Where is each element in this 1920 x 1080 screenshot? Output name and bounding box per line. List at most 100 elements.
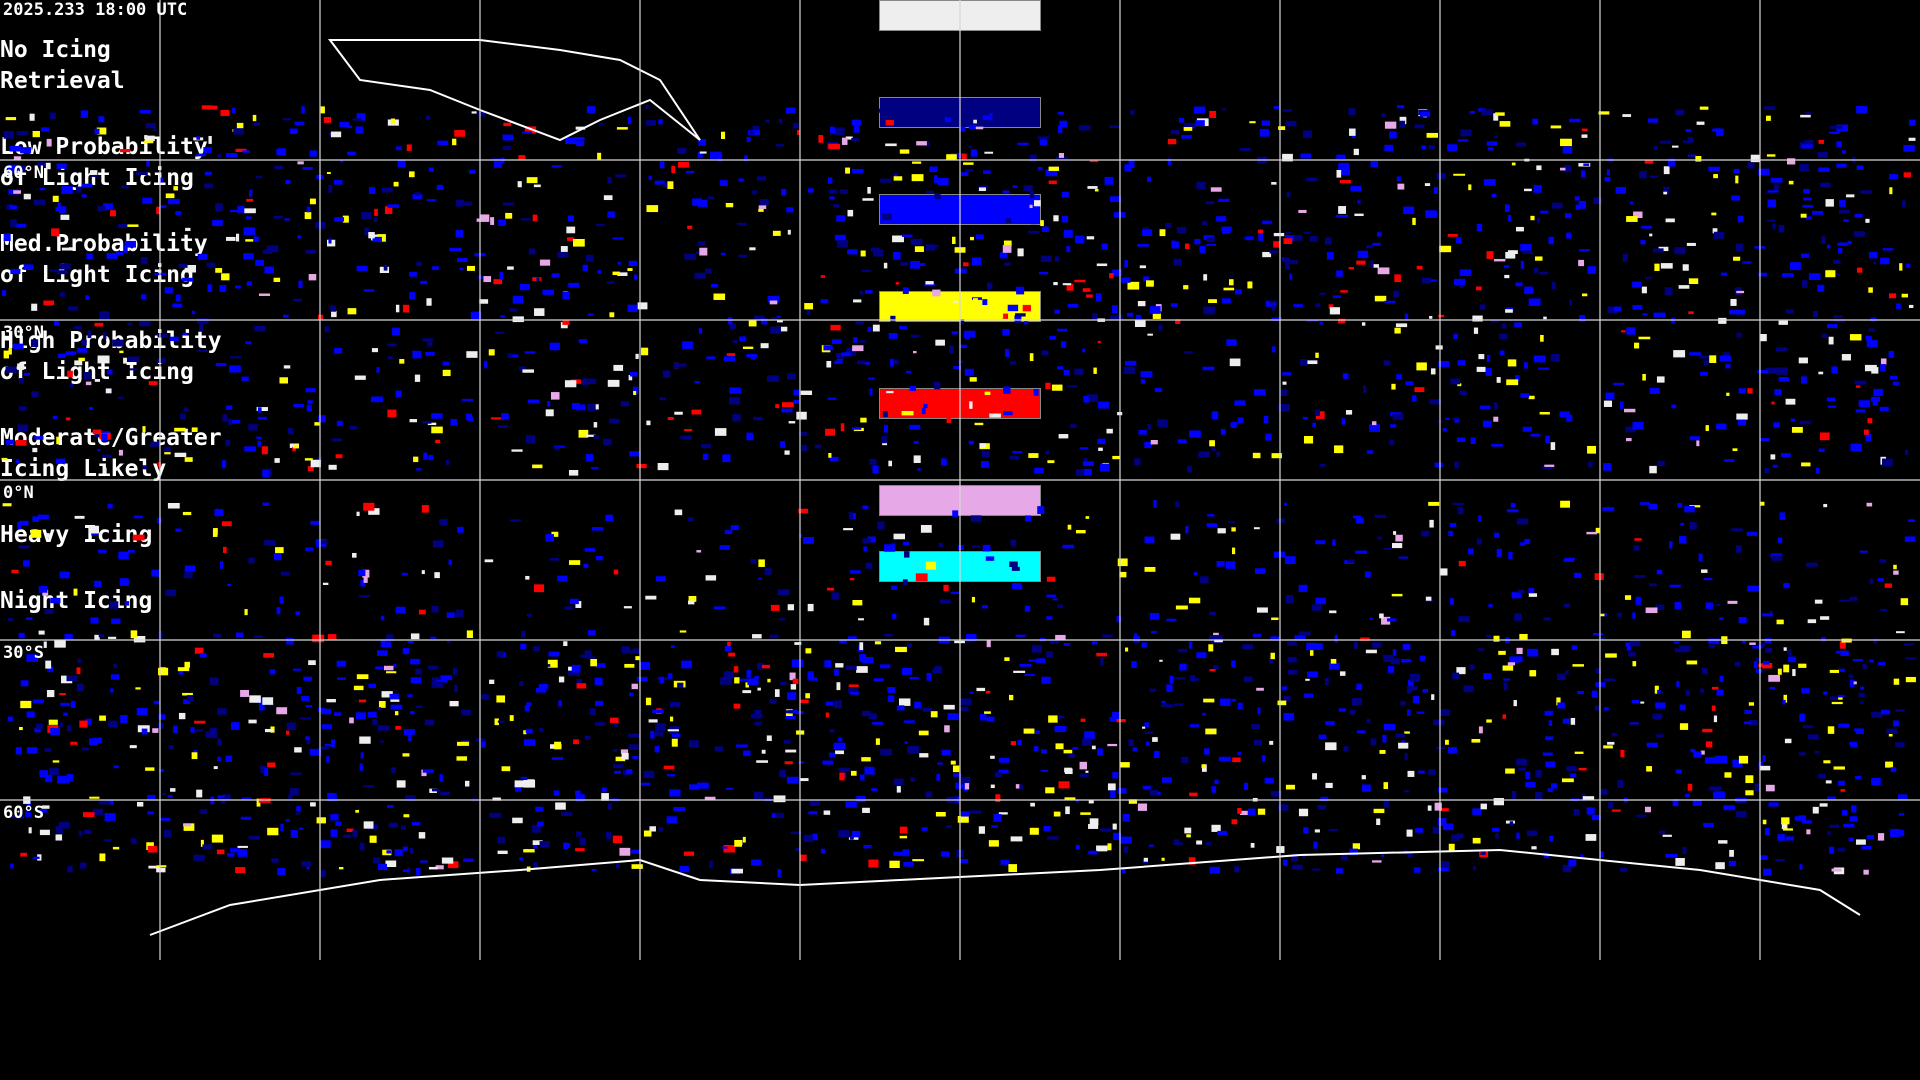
icing-speck [1292,234,1303,241]
icing-speck [1280,389,1288,396]
icing-speck [1430,279,1437,282]
icing-speck [628,260,638,267]
icing-speck [7,716,13,721]
icing-speck [300,695,310,701]
icing-speck [10,268,21,275]
icing-speck [736,222,747,226]
icing-speck [1187,465,1192,473]
icing-speck [1314,643,1323,650]
icing-speck [142,465,148,470]
icing-speck [410,677,422,684]
icing-speck [641,347,649,356]
icing-speck [1716,423,1727,430]
icing-speck [97,355,110,364]
icing-speck [1801,280,1808,288]
icing-speck [243,253,254,260]
icing-speck [551,392,560,400]
icing-speck [1061,191,1069,198]
icing-speck [1008,864,1018,873]
icing-speck [554,446,560,451]
icing-speck [1548,720,1553,727]
icing-speck [547,400,551,407]
icing-speck [1514,613,1522,621]
icing-speck [1199,245,1206,253]
icing-speck [744,155,748,162]
icing-speck [1608,802,1613,809]
icing-speck [420,280,428,285]
icing-speck [174,452,187,458]
icing-speck [563,641,568,647]
icing-speck [585,434,596,437]
icing-speck [1550,442,1556,450]
icing-speck [1298,631,1311,636]
icing-speck [621,646,631,654]
icing-speck [596,555,603,561]
icing-speck [402,869,410,872]
icing-speck [549,557,559,561]
icing-speck [306,404,312,412]
icing-speck [437,140,449,146]
icing-speck [94,580,102,588]
icing-speck [1147,333,1153,336]
icing-speck [1003,240,1012,247]
icing-speck [1784,738,1792,744]
icing-speck [1257,808,1266,815]
icing-speck [209,677,219,685]
icing-speck [256,436,262,440]
icing-speck [1085,516,1090,519]
icing-speck [363,821,374,829]
icing-speck [1301,633,1306,641]
icing-speck [700,444,711,449]
icing-speck [921,407,926,415]
icing-speck [1472,808,1481,815]
icing-speck [1221,108,1227,111]
icing-speck [156,206,160,215]
icing-speck [1205,201,1215,205]
icing-speck [522,131,532,134]
icing-speck [1636,814,1647,817]
icing-speck [1511,592,1522,599]
icing-speck [1268,656,1274,664]
icing-speck [1046,594,1057,598]
icing-speck [846,347,853,350]
icing-speck [1393,531,1397,535]
icing-speck [256,407,268,411]
icing-speck [81,183,93,188]
icing-speck [910,777,915,782]
icing-speck [1771,401,1775,405]
icing-speck [509,519,522,522]
icing-speck [1818,167,1830,173]
icing-speck [1551,281,1556,289]
icing-speck [1581,170,1586,178]
icing-speck [1511,162,1516,166]
icing-speck [94,634,100,641]
icing-speck [383,264,388,271]
icing-speck [902,849,909,857]
icing-speck [654,745,660,753]
icing-speck [612,237,624,240]
icing-speck [466,351,478,358]
icing-speck [310,802,316,807]
icing-speck [718,154,723,162]
icing-speck [1644,160,1654,164]
icing-speck [1397,183,1405,190]
icing-speck [428,665,439,670]
icing-speck [207,284,213,293]
icing-speck [1107,743,1118,747]
icing-speck [1760,501,1765,506]
icing-speck [831,339,842,344]
icing-speck [1282,153,1293,162]
icing-speck [1469,664,1475,670]
icing-speck [92,429,102,435]
icing-speck [1854,213,1863,218]
icing-speck [133,515,143,519]
icing-speck [521,630,526,638]
icing-speck [1850,443,1862,452]
icing-speck [1231,527,1236,532]
icing-speck [1728,309,1738,315]
icing-speck [1738,616,1747,624]
icing-speck [1760,438,1770,442]
icing-speck [829,752,836,758]
antarctica-coast [149,848,1861,936]
icing-speck [392,327,400,336]
